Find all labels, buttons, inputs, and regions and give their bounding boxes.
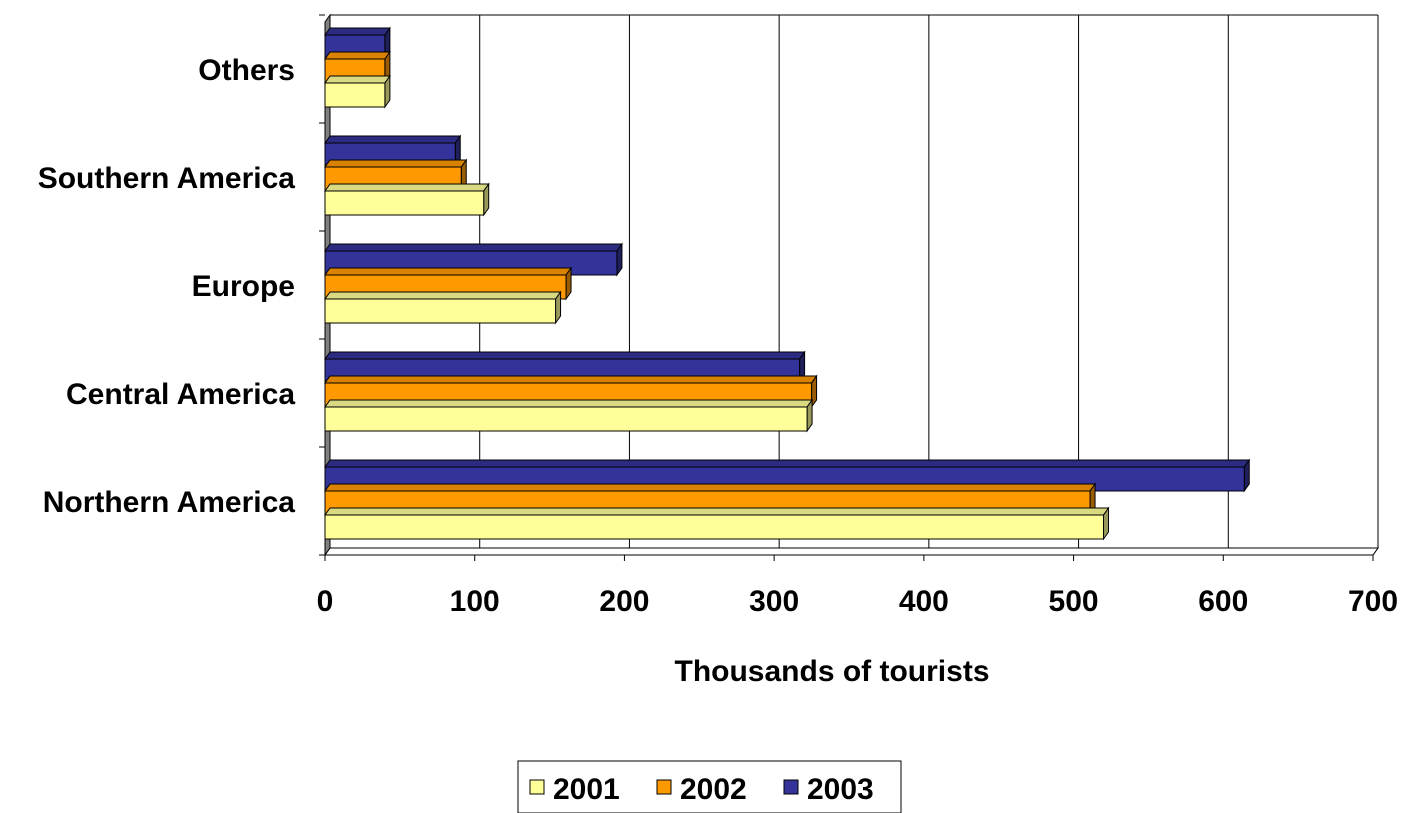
x-tick-label: 400 — [899, 585, 949, 618]
bar-top-face — [324, 291, 562, 300]
x-tick-label: 500 — [1049, 585, 1099, 618]
legend-label: 2003 — [807, 773, 874, 806]
bar-top-face — [324, 183, 490, 192]
bar-top-face — [324, 507, 1110, 516]
legend-swatch — [783, 779, 799, 795]
bar-top-face — [324, 243, 623, 252]
legend-swatch — [529, 779, 545, 795]
bar-2001-northern-america — [324, 506, 1110, 541]
category-label: Northern America — [43, 486, 296, 519]
bar-front-face — [324, 406, 808, 432]
bar-2001-southern-america — [324, 182, 490, 217]
bar-front-face — [324, 82, 386, 108]
legend: 2001 2002 2003 — [517, 760, 902, 813]
bar-top-face — [324, 27, 391, 36]
x-tick-label: 200 — [599, 585, 649, 618]
bar-top-face — [324, 159, 468, 168]
legend-label: 2002 — [680, 773, 747, 806]
category-labels: Northern America Central America Europe Sou… — [38, 54, 296, 519]
bar-top-face — [324, 459, 1251, 468]
bar-top-face — [324, 267, 573, 276]
bar-top-face — [324, 51, 391, 60]
category-label: Central America — [66, 378, 295, 411]
bar-top-face — [324, 483, 1097, 492]
x-tick-label: 300 — [749, 585, 799, 618]
bar-2003-others — [324, 26, 391, 61]
category-label: Europe — [192, 270, 295, 303]
bar-front-face — [324, 190, 485, 216]
bar-top-face — [324, 399, 814, 408]
category-label: Others — [198, 54, 295, 87]
bar-front-face — [324, 514, 1105, 540]
bar-top-face — [324, 75, 391, 84]
bar-top-face — [324, 351, 806, 360]
x-tick-labels: 0 100 200 300 400 500 600 700 — [317, 585, 1398, 618]
bars — [324, 26, 1251, 541]
bar-2001-others — [324, 74, 391, 109]
bar-front-face — [324, 298, 557, 324]
chart-floor — [324, 547, 1379, 556]
bar-2001-central-america — [324, 398, 814, 433]
x-tick-label: 100 — [450, 585, 500, 618]
legend-box — [517, 760, 902, 813]
category-label: Southern America — [38, 162, 296, 195]
x-tick-label: 700 — [1348, 585, 1398, 618]
x-axis-title: Thousands of tourists — [675, 655, 990, 688]
legend-swatch — [656, 779, 672, 795]
legend-label: 2001 — [553, 773, 620, 806]
x-tick-label: 0 — [317, 585, 334, 618]
bar-top-face — [324, 375, 818, 384]
bar-2001-europe — [324, 290, 562, 325]
x-tick-label: 600 — [1198, 585, 1248, 618]
bar-top-face — [324, 135, 462, 144]
